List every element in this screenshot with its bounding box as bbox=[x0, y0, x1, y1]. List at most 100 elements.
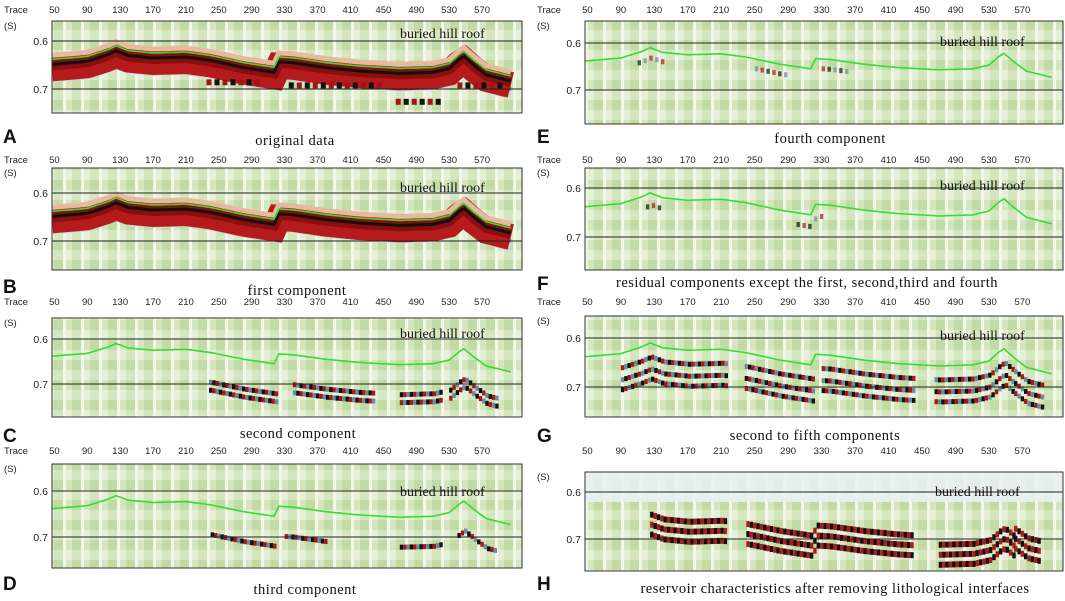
reservoir-mark bbox=[749, 531, 754, 538]
event-mark bbox=[260, 541, 264, 547]
event-mark bbox=[764, 368, 769, 374]
event-mark bbox=[1017, 393, 1021, 399]
event-mark bbox=[798, 374, 802, 380]
event-mark bbox=[875, 372, 879, 378]
x-tick-label: 570 bbox=[474, 5, 490, 16]
reservoir-mark bbox=[955, 551, 959, 558]
event-mark bbox=[1034, 380, 1038, 386]
event-mark bbox=[934, 399, 938, 405]
event-mark bbox=[332, 387, 336, 393]
event-mark bbox=[297, 535, 302, 541]
event-mark bbox=[781, 371, 785, 377]
event-mark bbox=[804, 387, 809, 393]
reservoir-mark bbox=[942, 561, 946, 568]
event-mark bbox=[655, 57, 659, 63]
event-mark bbox=[228, 391, 233, 397]
event-mark bbox=[488, 402, 492, 408]
event-mark bbox=[671, 372, 675, 378]
reservoir-mark bbox=[763, 544, 767, 551]
reservoir-mark bbox=[955, 561, 959, 568]
reservoir-mark bbox=[660, 515, 664, 522]
event-mark bbox=[998, 376, 1002, 382]
event-mark bbox=[991, 382, 995, 388]
event-mark bbox=[325, 386, 330, 392]
reservoir-mark bbox=[856, 537, 861, 544]
x-tick-label: 330 bbox=[814, 297, 830, 308]
reservoir-mark bbox=[789, 529, 794, 536]
event-mark bbox=[627, 363, 631, 368]
reservoir-mark bbox=[948, 561, 953, 568]
reservoir-mark bbox=[843, 525, 847, 532]
event-mark bbox=[895, 386, 899, 392]
reservoir-mark bbox=[1024, 543, 1028, 550]
reflector-blob bbox=[403, 98, 409, 105]
event-mark bbox=[311, 537, 315, 543]
reservoir-mark bbox=[948, 551, 953, 558]
reservoir-mark bbox=[823, 543, 827, 549]
event-mark bbox=[835, 379, 839, 385]
event-mark bbox=[637, 381, 641, 387]
event-mark bbox=[274, 391, 279, 397]
reservoir-mark bbox=[856, 527, 861, 534]
reservoir-mark bbox=[836, 524, 841, 531]
event-mark bbox=[222, 382, 226, 388]
event-mark bbox=[697, 373, 702, 379]
reservoir-mark bbox=[1037, 537, 1041, 544]
event-mark bbox=[888, 386, 892, 392]
y-axis-label: (S) bbox=[4, 21, 17, 32]
reservoir-mark bbox=[680, 538, 684, 544]
event-mark bbox=[772, 70, 776, 76]
event-mark bbox=[488, 394, 492, 400]
event-mark bbox=[794, 373, 799, 379]
event-mark bbox=[954, 377, 958, 382]
reservoir-mark bbox=[707, 538, 711, 545]
x-tick-label: 90 bbox=[616, 297, 627, 308]
event-mark bbox=[335, 387, 339, 393]
y-axis-label: (S) bbox=[4, 464, 17, 475]
event-mark bbox=[485, 400, 489, 406]
event-mark bbox=[781, 393, 785, 399]
reservoir-mark bbox=[876, 539, 881, 546]
event-mark bbox=[912, 387, 916, 393]
reservoir-mark bbox=[816, 532, 820, 539]
event-mark bbox=[449, 395, 453, 401]
x-tick-label: 530 bbox=[441, 5, 457, 16]
event-mark bbox=[306, 392, 310, 398]
reservoir-mark bbox=[713, 538, 718, 544]
event-mark bbox=[908, 375, 912, 381]
event-mark bbox=[721, 382, 725, 388]
x-tick-label: 370 bbox=[847, 297, 863, 308]
event-mark bbox=[495, 395, 499, 401]
event-mark bbox=[399, 392, 404, 398]
event-mark bbox=[898, 375, 902, 381]
event-mark bbox=[808, 375, 812, 381]
event-mark bbox=[464, 528, 468, 534]
x-tick-label: 530 bbox=[981, 155, 997, 166]
event-mark bbox=[664, 359, 668, 365]
event-mark bbox=[851, 391, 856, 397]
plot-area bbox=[585, 46, 1052, 79]
event-mark bbox=[821, 366, 825, 372]
plot-frame bbox=[51, 20, 523, 114]
buried-hill-horizon bbox=[52, 196, 511, 229]
event-mark bbox=[482, 398, 486, 404]
event-mark bbox=[329, 395, 333, 401]
reflector-blob bbox=[497, 82, 503, 89]
reflector-blob bbox=[435, 98, 441, 105]
event-mark bbox=[784, 394, 789, 400]
event-mark bbox=[845, 380, 849, 386]
event-mark bbox=[368, 398, 372, 404]
event-mark bbox=[271, 398, 275, 404]
reservoir-mark bbox=[992, 534, 996, 541]
reservoir-mark bbox=[1024, 533, 1028, 540]
reflector-blob bbox=[296, 82, 302, 89]
reservoir-mark bbox=[753, 522, 757, 529]
panel-a: Trace 50 90 130 170 210 250 290 330 370 410 450 490 5… bbox=[3, 5, 523, 149]
event-mark bbox=[264, 389, 269, 395]
event-mark bbox=[620, 365, 625, 371]
bleached-zone bbox=[585, 472, 1063, 502]
x-tick-label: 50 bbox=[582, 446, 593, 457]
event-mark bbox=[835, 389, 839, 395]
event-mark bbox=[258, 388, 262, 394]
event-mark bbox=[814, 216, 818, 222]
